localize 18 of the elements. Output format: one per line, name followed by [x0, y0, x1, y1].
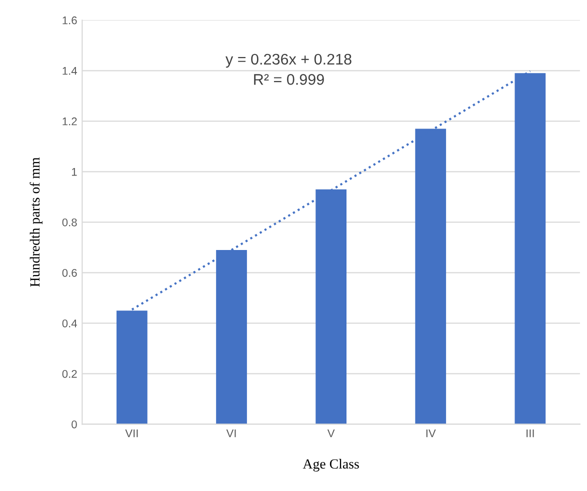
- y-tick-label: 0: [72, 420, 77, 428]
- annotation: y = 0.236x + 0.218: [226, 54, 352, 68]
- x-tick-label: VII: [125, 429, 138, 438]
- y-tick-label: 0.2: [62, 370, 77, 378]
- y-tick-label: 1: [72, 168, 77, 176]
- y-tick-label: 1.4: [62, 67, 77, 75]
- x-tick-label: VI: [226, 429, 236, 438]
- x-tick-label: V: [327, 429, 335, 438]
- y-tick-label: 0.6: [62, 268, 77, 277]
- y-tick-label: 1.6: [62, 16, 77, 24]
- y-tick-label: 1.2: [62, 117, 77, 126]
- x-tick-label: IV: [426, 429, 436, 438]
- y-tick-label: 0.4: [62, 319, 77, 328]
- x-axis-title: Age Class: [302, 458, 359, 472]
- annotation: R² = 0.999: [254, 74, 324, 85]
- y-tick-label: 0.8: [62, 218, 77, 226]
- y-axis-title: Hundredth parts of mm: [30, 157, 42, 287]
- x-tick-label: III: [526, 429, 534, 438]
